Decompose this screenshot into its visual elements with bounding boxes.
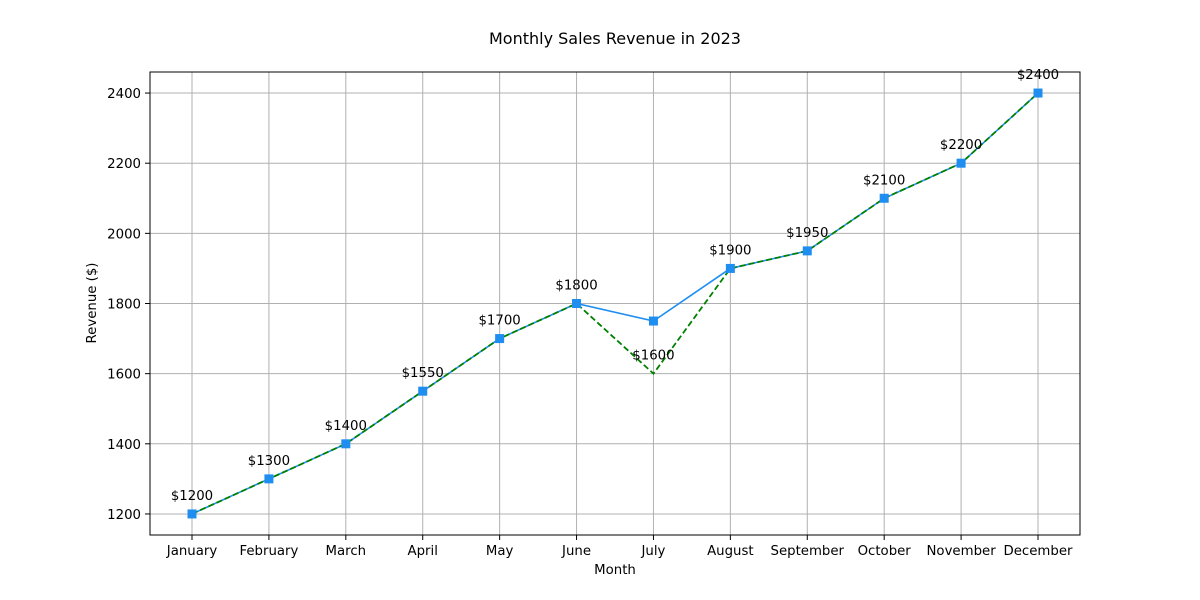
y-tick-label: 2400 <box>107 87 141 102</box>
data-label: $1800 <box>555 279 597 294</box>
chart-title: Monthly Sales Revenue in 2023 <box>489 29 741 48</box>
data-point-marker <box>418 386 428 396</box>
x-tick-label: June <box>561 544 591 559</box>
data-label: $2200 <box>940 138 982 153</box>
data-label: $1950 <box>786 226 828 241</box>
data-point-marker <box>648 316 658 326</box>
y-tick-label: 1200 <box>107 508 141 523</box>
y-axis-title: Revenue ($) <box>85 263 100 344</box>
x-tick-label: December <box>1004 544 1073 559</box>
data-label: $2400 <box>1017 68 1059 83</box>
data-point-marker <box>725 263 735 273</box>
series-line-dashed <box>191 92 1039 515</box>
data-label: $1400 <box>325 419 367 434</box>
y-tick-label: 2000 <box>107 227 141 242</box>
x-tick-label: September <box>771 544 845 559</box>
x-tick-label: October <box>858 544 912 559</box>
series-markers <box>187 88 1043 519</box>
data-point-marker <box>495 334 505 344</box>
data-point-marker <box>1033 88 1043 98</box>
x-tick-label: July <box>640 544 665 559</box>
data-label: $1300 <box>248 454 290 469</box>
data-label: $1550 <box>402 366 444 381</box>
y-tick-label: 2200 <box>107 157 141 172</box>
data-point-marker <box>264 474 274 484</box>
data-label: $1600 <box>632 349 674 364</box>
x-tick-label: January <box>166 544 218 559</box>
x-tick-label: November <box>926 544 996 559</box>
data-point-marker <box>187 509 197 519</box>
data-label: $1900 <box>709 243 751 258</box>
data-point-marker <box>956 158 966 168</box>
axes: 1200 1400 1600 1800 2000 2200 2400 January Febru… <box>107 71 1081 559</box>
data-label: $1200 <box>171 489 213 504</box>
grid-lines <box>150 72 1080 535</box>
y-tick-label: 1600 <box>107 368 141 383</box>
x-tick-label: March <box>326 544 367 559</box>
x-tick-label: May <box>486 544 514 559</box>
data-label: $2100 <box>863 173 905 188</box>
data-point-marker <box>341 439 351 449</box>
x-tick-label: August <box>707 544 754 559</box>
data-point-marker <box>802 246 812 256</box>
y-tick-label: 1800 <box>107 298 141 313</box>
x-tick-label: February <box>239 544 298 559</box>
data-label: $1700 <box>478 314 520 329</box>
data-labels: $1200 $1300 $1400 $1550 $1700 $1800 $1600 $1900… <box>171 68 1059 504</box>
x-tick-label: April <box>408 544 438 559</box>
series-lines <box>191 92 1039 515</box>
x-axis-title: Month <box>594 563 636 578</box>
y-tick-label: 1400 <box>107 438 141 453</box>
data-point-marker <box>572 299 582 308</box>
data-point-marker <box>879 193 889 203</box>
